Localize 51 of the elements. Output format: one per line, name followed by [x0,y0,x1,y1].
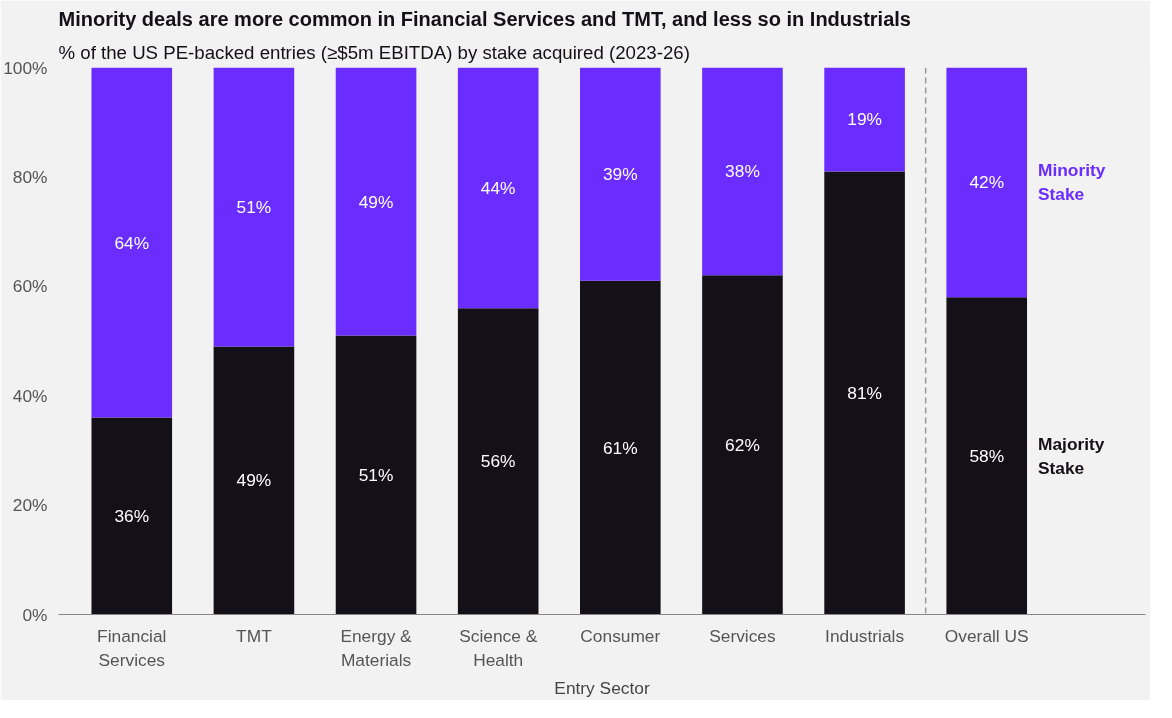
bar [946,297,1028,615]
data-label: 51% [236,196,272,217]
data-label: 64% [114,232,150,253]
data-label: 36% [114,506,150,527]
bar [91,67,173,418]
data-label: 62% [725,434,760,455]
y-tick-label: 40% [12,385,48,406]
data-label: 44% [480,177,516,198]
x-tick-label: TMT [236,625,273,646]
x-axis-title: Entry Sector [554,677,650,698]
y-tick-label: 20% [12,495,48,516]
bar [824,171,905,615]
data-label: 58% [969,445,1005,466]
data-label: 49% [236,470,272,491]
data-label: 56% [480,451,516,472]
bar [91,417,173,615]
x-tick-label: Science & Health [459,625,538,670]
x-tick-label: Overall US [944,625,1029,646]
bar [213,67,295,347]
series-label: Majority Stake [1038,433,1105,478]
y-tick-label: 80% [12,166,48,187]
data-label: 39% [602,164,638,185]
bar [580,67,661,281]
y-tick-label: 0% [22,604,48,625]
bar [457,67,539,309]
data-label: 19% [847,109,882,130]
data-label: 81% [847,382,882,403]
bar [702,275,783,615]
bar [580,280,661,615]
data-label: 61% [602,437,638,458]
bar [457,308,539,615]
x-tick-label: Industrials [825,625,905,646]
data-label: 49% [358,191,394,212]
chart-subtitle: % of the US PE-backed entries (≥$5m EBITDA) by stake acquired (2023-26) [58,41,690,63]
y-tick-label: 60% [12,276,48,297]
x-tick-label: Financial Services [97,625,167,670]
bar [946,67,1028,298]
series-label: Minority Stake [1038,160,1106,205]
data-label: 51% [358,465,394,486]
x-tick-label: Services [709,625,777,646]
bar [213,346,295,615]
x-tick-label: Consumer [580,625,661,646]
chart-title: Minority deals are more common in Financial Services and TMT, and less so in Industrials [58,7,911,30]
bar [702,67,783,276]
x-tick-label: Energy & Materials [340,625,413,670]
data-label: 42% [969,172,1005,193]
bar [335,67,417,336]
bar [335,335,417,615]
data-label: 38% [725,161,760,182]
bar [824,67,905,172]
y-tick-label: 100% [3,57,48,78]
